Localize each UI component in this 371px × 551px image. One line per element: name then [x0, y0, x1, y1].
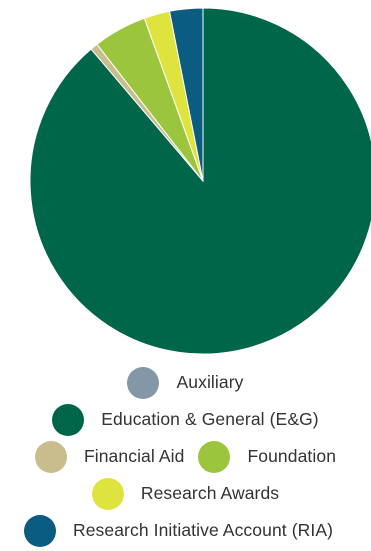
- legend-swatch: [52, 403, 85, 436]
- legend-label: Research Initiative Account (RIA): [72, 520, 334, 540]
- legend-item[interactable]: Research Awards: [91, 477, 280, 510]
- legend-item[interactable]: Financial Aid: [34, 440, 185, 473]
- legend-item[interactable]: Research Initiative Account (RIA): [23, 514, 334, 547]
- pie-slice-5[interactable]: [168, 7, 204, 182]
- chart-legend: Auxiliary Education & General (E&G) Financ…: [0, 364, 371, 549]
- pie-chart: [29, 7, 371, 355]
- legend-item[interactable]: Education & General (E&G): [52, 403, 319, 436]
- legend-row: Research Initiative Account (RIA): [0, 512, 371, 549]
- legend-label: Auxiliary: [176, 372, 244, 392]
- legend-row: Financial Aid Foundation: [0, 438, 371, 475]
- pie-slices: [29, 7, 371, 355]
- legend-swatch: [34, 440, 67, 473]
- legend-swatch: [91, 477, 124, 510]
- legend-swatch: [23, 514, 56, 547]
- legend-label: Education & General (E&G): [101, 409, 319, 429]
- legend-label: Financial Aid: [83, 446, 185, 466]
- legend-row: Research Awards: [0, 475, 371, 512]
- pie-slice-1[interactable]: [29, 7, 371, 355]
- legend-item[interactable]: Foundation: [198, 440, 337, 473]
- legend-row: Auxiliary: [0, 364, 371, 401]
- legend-item[interactable]: Auxiliary: [127, 366, 244, 399]
- legend-swatch: [127, 366, 160, 399]
- legend-row: Education & General (E&G): [0, 401, 371, 438]
- legend-label: Foundation: [247, 446, 337, 466]
- legend-label: Research Awards: [140, 483, 280, 503]
- legend-swatch: [198, 440, 231, 473]
